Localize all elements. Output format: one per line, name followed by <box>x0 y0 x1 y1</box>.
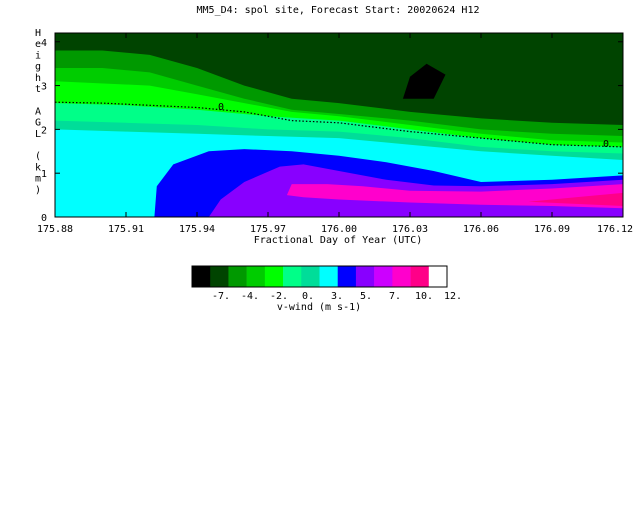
y-axis-ticks: 0 1 2 3 4 <box>41 38 623 224</box>
x-tick-label: 176.03 <box>392 224 428 235</box>
colorbar-tick-label: -4. <box>241 291 259 302</box>
colorbar-swatch <box>410 266 430 287</box>
colorbar-label: v-wind (m s-1) <box>277 302 361 313</box>
colorbar-tick-label: 7. <box>389 291 401 302</box>
chart-title: MM5_D4: spol site, Forecast Start: 20020… <box>197 5 480 16</box>
colorbar-swatch <box>210 266 229 287</box>
x-axis-label: Fractional Day of Year (UTC) <box>254 235 423 246</box>
x-tick-label: 176.00 <box>321 224 357 235</box>
x-tick-label: 176.06 <box>463 224 499 235</box>
zero-contour-line <box>55 101 623 148</box>
colorbar-tick-label: 3. <box>331 291 343 302</box>
colorbar-tick-labels: -7. -4. -2. 0. 3. 5. 7. 10. 12. <box>212 291 462 302</box>
colorbar-tick-label: 0. <box>302 291 314 302</box>
y-tick-label: 0 <box>41 213 47 224</box>
colorbar-tick-label: 12. <box>444 291 462 302</box>
x-tick-label: 175.91 <box>108 224 144 235</box>
y-tick-label: 1 <box>41 169 47 180</box>
colorbar-tick-label: -2. <box>270 291 288 302</box>
colorbar-swatch <box>192 266 211 287</box>
colorbar-swatch <box>246 266 266 287</box>
colorbar-tick-label: -7. <box>212 291 230 302</box>
colorbar-swatch <box>228 266 247 287</box>
colorbar-swatch <box>337 266 357 287</box>
y-tick-label: 4 <box>41 38 47 49</box>
x-tick-label: 176.12 <box>597 224 633 235</box>
colorbar-tick-label: 10. <box>415 291 433 302</box>
x-tick-label: 175.94 <box>179 224 215 235</box>
y-tick-label: 2 <box>41 125 47 136</box>
colorbar-swatch <box>355 266 375 287</box>
contour-fill-group <box>55 33 623 217</box>
colorbar-frame <box>191 265 448 288</box>
y-tick-label: 3 <box>41 82 47 93</box>
colorbar-swatch <box>301 266 320 287</box>
x-axis-ticks: 175.88 175.91 175.94 175.97 176.00 176.03 176.… <box>37 33 633 235</box>
colorbar-swatch <box>264 266 284 287</box>
colorbar-swatch <box>392 266 411 287</box>
x-tick-label: 175.97 <box>250 224 286 235</box>
zero-contour-label-right: 0 <box>603 139 609 150</box>
colorbar-swatch <box>428 266 448 287</box>
colorbar-tick-label: 5. <box>360 291 372 302</box>
x-tick-label: 176.09 <box>534 224 570 235</box>
contour-region-10 <box>528 192 623 206</box>
x-tick-label: 175.88 <box>37 224 73 235</box>
zero-contour-label-left: 0 <box>218 102 224 113</box>
contour-region-11 <box>402 63 446 99</box>
colorbar-swatch <box>283 266 302 287</box>
colorbar-swatch <box>374 266 393 287</box>
colorbar <box>191 265 448 288</box>
colorbar-swatch <box>319 266 339 287</box>
